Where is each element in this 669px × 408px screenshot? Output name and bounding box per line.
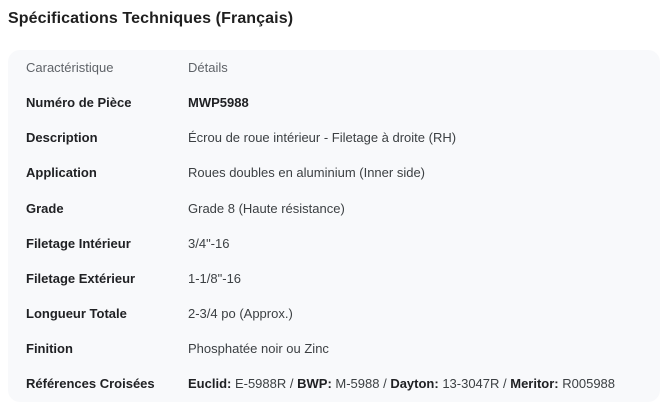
cross-ref-number: E-5988R / <box>234 376 298 392</box>
table-row: Finition Phosphatée noir ou Zinc <box>8 332 660 367</box>
row-value: Écrou de roue intérieur - Filetage à dro… <box>188 130 457 146</box>
row-value: 3/4"-16 <box>188 235 230 251</box>
cross-ref-brand: Dayton: <box>390 376 443 392</box>
table-row: Application Roues doubles en aluminium (I… <box>8 156 660 191</box>
row-label: Description <box>26 130 98 146</box>
row-value: 2-3/4 po (Approx.) <box>188 306 293 322</box>
row-label: Références Croisées <box>26 376 155 392</box>
cross-ref-number: 13-3047R / <box>442 376 511 392</box>
table-row: Longueur Totale 2-3/4 po (Approx.) <box>8 296 660 331</box>
page-title: Spécifications Techniques (Français) <box>8 10 294 27</box>
cross-ref-brand: Meritor: <box>510 376 563 392</box>
cross-ref-number: R005988 <box>562 376 616 392</box>
cross-ref-number: M-5988 / <box>335 376 391 392</box>
cross-ref-brand: Euclid: <box>188 376 235 392</box>
row-value: 1-1/8"-16 <box>188 270 242 286</box>
table-row: Description Écrou de roue intérieur - Fil… <box>8 120 660 155</box>
table-body: Numéro de Pièce MWP5988 Description Écrou d… <box>8 85 660 402</box>
row-value: Grade 8 (Haute résistance) <box>188 200 345 216</box>
row-value: Roues doubles en aluminium (Inner side) <box>188 165 426 181</box>
table-row: Filetage Intérieur 3/4"-16 <box>8 226 660 261</box>
table-row: Grade Grade 8 (Haute résistance) <box>8 191 660 226</box>
header-caracteristique: Caractéristique <box>26 59 114 75</box>
spec-table: Caractéristique Détails Numéro de Pièce M… <box>8 50 660 402</box>
row-value: Euclid: E-5988R / BWP: M-5988 / Dayton: … <box>188 376 615 392</box>
row-label: Filetage Extérieur <box>26 270 136 286</box>
table-row: Références Croisées Euclid: E-5988R / BWP… <box>8 367 660 402</box>
table-header-row: Caractéristique Détails <box>8 50 660 85</box>
row-label: Numéro de Pièce <box>26 94 132 110</box>
header-details: Détails <box>188 59 228 75</box>
row-label: Longueur Totale <box>26 306 127 322</box>
cross-ref-brand: BWP: <box>297 376 336 392</box>
row-value: MWP5988 <box>188 94 249 110</box>
row-label: Grade <box>26 200 64 216</box>
row-label: Application <box>26 165 97 181</box>
row-label: Finition <box>26 341 73 357</box>
table-row: Filetage Extérieur 1-1/8"-16 <box>8 261 660 296</box>
table-row: Numéro de Pièce MWP5988 <box>8 85 660 120</box>
row-label: Filetage Intérieur <box>26 235 131 251</box>
row-value: Phosphatée noir ou Zinc <box>188 341 329 357</box>
